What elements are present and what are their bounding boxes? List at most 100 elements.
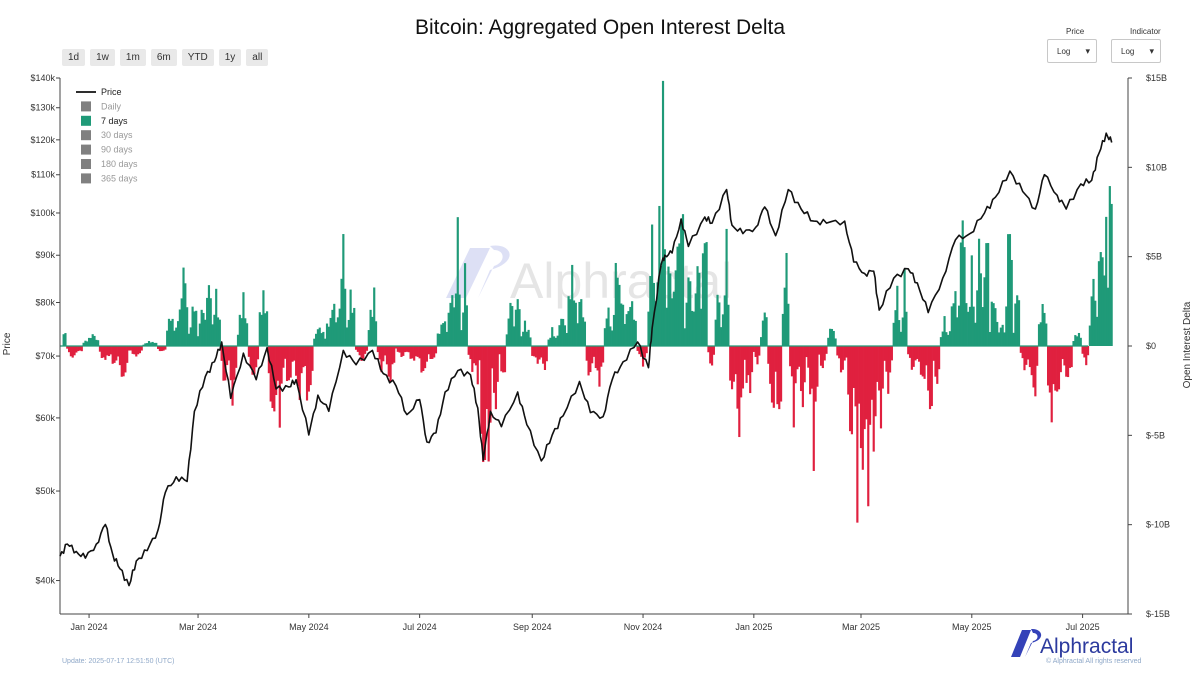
oi-delta-bar xyxy=(318,327,321,346)
oi-delta-bar xyxy=(939,337,943,346)
oi-delta-bar xyxy=(1108,186,1111,346)
oi-delta-bar xyxy=(567,296,570,346)
range-button-1m[interactable]: 1m xyxy=(119,49,146,66)
oi-delta-bar xyxy=(854,346,857,407)
oi-delta-bar xyxy=(730,346,734,390)
oi-delta-bar xyxy=(137,346,140,355)
oi-delta-bar xyxy=(977,238,981,346)
oi-delta-bar xyxy=(592,346,596,357)
price-scale-dropdown[interactable]: Log ▾ xyxy=(1047,39,1097,63)
legend-item-label[interactable]: Daily xyxy=(101,101,122,111)
oi-delta-bar xyxy=(981,307,984,346)
oi-delta-bar xyxy=(362,346,365,359)
oi-delta-bar xyxy=(1054,346,1057,391)
oi-delta-bar xyxy=(1077,332,1081,346)
oi-delta-bar xyxy=(131,346,134,354)
right-tick-label: $10B xyxy=(1146,162,1167,172)
oi-delta-bar xyxy=(1101,257,1104,346)
oi-delta-bar xyxy=(778,346,781,410)
left-tick-label: $50k xyxy=(35,486,55,496)
range-button-all[interactable]: all xyxy=(246,49,269,66)
legend-item-label[interactable]: Price xyxy=(101,87,122,97)
oi-delta-bar xyxy=(1092,278,1095,346)
oi-delta-bar xyxy=(162,346,165,351)
oi-delta-bar xyxy=(1099,252,1102,346)
legend-item-label[interactable]: 30 days xyxy=(101,130,133,140)
indicator-scale-dropdown[interactable]: Log ▾ xyxy=(1111,39,1161,63)
range-button-1d[interactable]: 1d xyxy=(62,49,86,66)
legend-item-label[interactable]: 365 days xyxy=(101,173,138,183)
legend-item-label[interactable]: 7 days xyxy=(101,116,128,126)
range-button-ytd[interactable]: YTD xyxy=(181,49,214,66)
oi-delta-bar xyxy=(660,265,663,346)
oi-delta-bar xyxy=(1034,346,1037,397)
oi-delta-bar xyxy=(86,341,89,346)
oi-delta-bar xyxy=(335,322,338,346)
oi-delta-bar xyxy=(549,337,552,346)
oi-delta-bar xyxy=(905,311,908,346)
oi-delta-bar xyxy=(309,346,312,386)
range-button-6m[interactable]: 6m xyxy=(150,49,177,66)
oi-delta-bar xyxy=(451,295,454,346)
oi-delta-bar xyxy=(316,329,320,346)
oi-delta-bar xyxy=(222,346,225,381)
range-button-1y[interactable]: 1y xyxy=(218,49,242,66)
oi-delta-bar xyxy=(761,320,765,346)
oi-delta-bar xyxy=(215,288,218,346)
oi-delta-bar xyxy=(689,281,692,346)
oi-delta-bar xyxy=(97,340,100,346)
oi-delta-bar xyxy=(68,346,71,353)
oi-delta-bar xyxy=(671,298,674,346)
oi-delta-bar xyxy=(631,301,634,346)
oi-delta-bar xyxy=(449,302,452,346)
oi-delta-bar xyxy=(106,346,109,356)
oi-delta-bar xyxy=(961,220,964,346)
oi-delta-bar xyxy=(1096,316,1099,346)
oi-delta-bar xyxy=(349,289,352,346)
oi-delta-bar xyxy=(405,346,409,352)
oi-delta-bar xyxy=(734,346,737,375)
oi-delta-bar xyxy=(422,346,425,372)
oi-delta-bar xyxy=(780,346,783,402)
oi-delta-bar xyxy=(1036,346,1039,366)
legend-item-label[interactable]: 90 days xyxy=(101,145,133,155)
oi-delta-bar xyxy=(710,346,714,366)
oi-delta-bar xyxy=(289,346,292,378)
oi-delta-bar xyxy=(195,310,198,346)
oi-delta-bar xyxy=(881,346,884,389)
oi-delta-bar xyxy=(685,302,688,346)
oi-delta-bar xyxy=(1063,346,1066,366)
oi-delta-bar xyxy=(970,255,973,346)
range-button-1w[interactable]: 1w xyxy=(90,49,115,66)
oi-delta-bar xyxy=(291,346,294,362)
oi-delta-bar xyxy=(790,346,794,377)
oi-delta-bar xyxy=(763,312,766,346)
oi-delta-bar xyxy=(901,317,904,346)
oi-delta-bar xyxy=(696,266,699,346)
oi-delta-bar xyxy=(870,346,873,400)
x-tick-label: May 2024 xyxy=(289,622,329,632)
oi-delta-bar xyxy=(1021,346,1024,359)
oi-delta-bars xyxy=(60,80,1113,523)
oi-delta-bar xyxy=(952,303,955,346)
oi-delta-bar xyxy=(100,346,103,358)
oi-delta-bar xyxy=(133,346,136,355)
oi-delta-bar xyxy=(353,307,356,346)
oi-delta-bar xyxy=(374,321,378,346)
oi-delta-bar xyxy=(1059,346,1062,373)
oi-delta-bar xyxy=(396,346,399,352)
oi-delta-bar xyxy=(1003,332,1006,346)
legend-item-label[interactable]: 180 days xyxy=(101,159,138,169)
oi-delta-bar xyxy=(812,346,815,471)
oi-delta-bar xyxy=(356,346,359,352)
oi-delta-bar xyxy=(683,328,686,346)
oi-delta-bar xyxy=(147,341,151,346)
oi-delta-bar xyxy=(948,331,952,346)
oi-delta-bar xyxy=(609,326,612,346)
oi-delta-bar xyxy=(798,346,801,367)
oi-delta-bar xyxy=(487,346,490,462)
oi-delta-bar xyxy=(618,284,621,346)
oi-delta-bar xyxy=(950,306,953,346)
oi-delta-bar xyxy=(740,346,743,398)
oi-delta-bar xyxy=(75,346,78,353)
